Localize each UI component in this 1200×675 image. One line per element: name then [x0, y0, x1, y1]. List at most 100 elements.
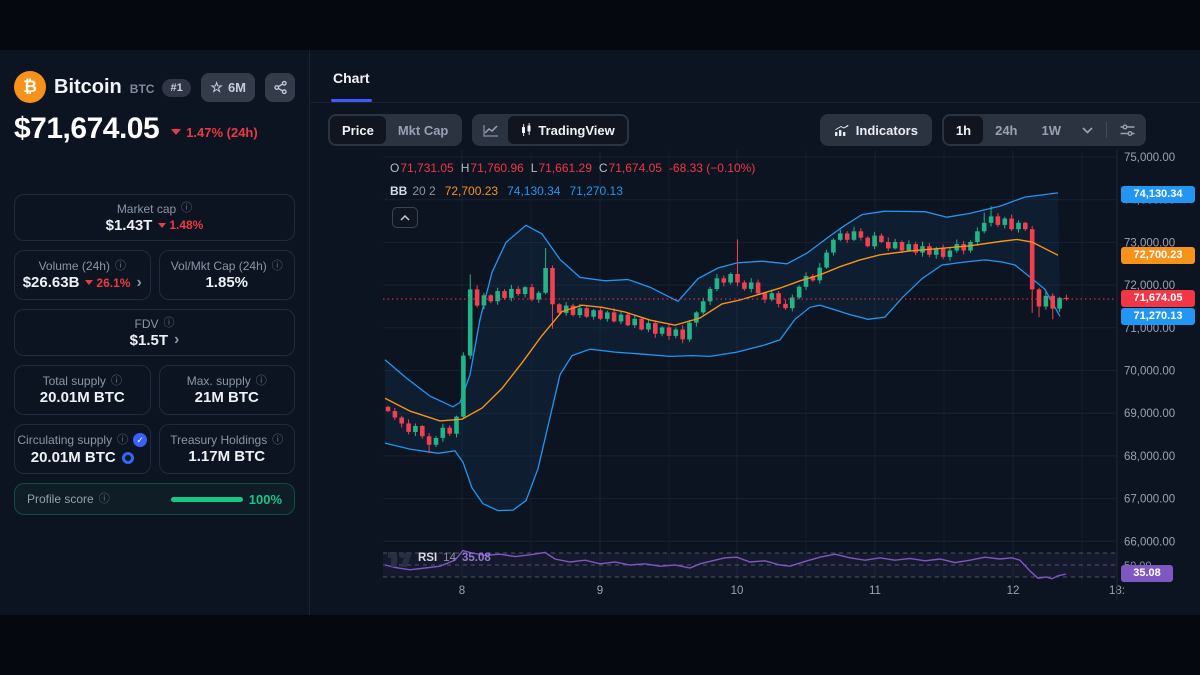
coin-symbol: BTC: [129, 81, 155, 96]
svg-text:73,000.00: 73,000.00: [1124, 237, 1175, 249]
bb-middle-badge: 72,700.23: [1121, 247, 1195, 264]
chevron-right-icon[interactable]: ›: [174, 331, 180, 349]
candlestick-icon: [522, 123, 531, 136]
info-icon[interactable]: ⓘ: [110, 374, 122, 387]
ohlc-legend: O71,731.05 H71,760.96 L71,661.29 C71,674.05…: [390, 161, 756, 175]
treasury-holdings-card: Treasury Holdings ⓘ 1.17M BTC: [158, 424, 295, 474]
fdv-label: FDV: [134, 316, 159, 331]
chevron-down-icon: [1082, 126, 1093, 134]
rsi-band: [383, 553, 1117, 577]
bollinger-legend: BB 20 2 72,700.23 74,130.34 71,270.13: [390, 184, 623, 198]
price-row: $71,674.05 1.47% (24h): [14, 110, 295, 148]
svg-text:12: 12: [1007, 585, 1020, 597]
divider: [1106, 122, 1107, 138]
max-supply-card: Max. supply ⓘ 21M BTC: [158, 365, 295, 415]
info-icon[interactable]: ⓘ: [117, 433, 129, 446]
svg-text:11: 11: [869, 585, 881, 597]
line-chart-toggle[interactable]: [474, 116, 508, 144]
info-icon[interactable]: ⓘ: [272, 433, 284, 446]
bb-lower-badge: 71,270.13: [1121, 308, 1195, 325]
volume-label: Volume (24h): [38, 259, 110, 273]
chart-settings-button[interactable]: [1111, 116, 1144, 144]
timeframe-more-dropdown[interactable]: [1073, 116, 1102, 144]
svg-text:71,000.00: 71,000.00: [1124, 323, 1175, 335]
info-icon[interactable]: ⓘ: [181, 202, 193, 214]
info-icon[interactable]: ⓘ: [114, 259, 126, 272]
rsi-value: 35.08: [461, 552, 491, 565]
main-panel: ₿ Bitcoin BTC #1 ☆ 6M: [0, 50, 1200, 615]
tradingview-watermark-icon: [388, 552, 412, 567]
down-arrow-icon: [171, 129, 182, 135]
watchlist-button[interactable]: ☆ 6M: [201, 72, 255, 102]
tradingview-toggle[interactable]: TradingView: [508, 116, 627, 144]
price-toggle[interactable]: Price: [330, 116, 386, 144]
svg-text:8: 8: [459, 585, 465, 597]
bb-lower-value: 71,270.13: [569, 184, 623, 198]
rsi-line: [384, 549, 1067, 580]
price-chart[interactable]: 75,000.0074,000.0073,000.0072,000.0071,0…: [310, 150, 1200, 600]
share-button[interactable]: [265, 72, 295, 102]
profile-score-card: Profile score ⓘ 100%: [14, 483, 295, 515]
watchlist-count: 6M: [227, 79, 246, 95]
chevron-right-icon[interactable]: ›: [136, 273, 142, 291]
max-supply-value: 21M BTC: [194, 389, 259, 406]
rsi-value-badge: 35.08: [1121, 565, 1173, 582]
collapse-legend-button[interactable]: [392, 207, 418, 228]
total-supply-value: 20.01M BTC: [39, 389, 125, 406]
info-icon[interactable]: ⓘ: [163, 317, 175, 329]
treasury-label: Treasury Holdings: [170, 433, 268, 447]
down-arrow-icon: [85, 280, 94, 285]
profile-score-value: 100%: [248, 491, 282, 507]
treasury-value: 1.17M BTC: [188, 448, 266, 465]
chart-series: [384, 192, 1069, 512]
market-cap-label: Market cap: [116, 201, 177, 216]
tab-bar: Chart: [310, 50, 1200, 103]
sliders-icon: [1120, 124, 1135, 136]
low-value: 71,661.29: [538, 161, 592, 175]
timeframe-selector: 1h 24h 1W: [941, 114, 1146, 146]
total-supply-card: Total supply ⓘ 20.01M BTC: [14, 365, 151, 415]
chevron-up-icon: [400, 214, 410, 221]
bollinger-lower: [384, 259, 1061, 512]
price-mktcap-toggle: Price Mkt Cap: [328, 114, 463, 146]
info-icon[interactable]: ⓘ: [255, 374, 267, 387]
market-cap-card: Market cap ⓘ $1.43T 1.48%: [14, 194, 295, 241]
market-cap-change: 1.48%: [158, 219, 203, 231]
profile-score-bar: [170, 496, 243, 502]
verified-check-icon[interactable]: ✓: [133, 433, 148, 447]
coin-sidebar: ₿ Bitcoin BTC #1 ☆ 6M: [0, 50, 310, 615]
coin-name: Bitcoin: [54, 75, 122, 98]
chart-canvas[interactable]: 75,000.0074,000.0073,000.0072,000.0071,0…: [310, 150, 1200, 600]
last-price-badge: 71,674.05: [1121, 290, 1195, 307]
profile-score-label: Profile score: [27, 492, 94, 506]
vol-mktcap-card: Vol/Mkt Cap (24h) ⓘ 1.85%: [158, 250, 295, 300]
bb-middle-value: 72,700.23: [444, 184, 499, 198]
svg-text:72,000.00: 72,000.00: [1124, 280, 1175, 292]
share-icon: [273, 80, 287, 94]
chart-panel: Chart Price Mkt Cap TradingView: [310, 50, 1200, 615]
svg-text:10: 10: [731, 585, 744, 597]
svg-text:66,000.00: 66,000.00: [1124, 536, 1175, 548]
info-icon[interactable]: ⓘ: [271, 259, 283, 272]
volume-change: 26.1%: [85, 277, 130, 289]
bollinger-upper: [384, 192, 1059, 408]
volume-value: $26.63B: [22, 274, 80, 291]
svg-text:70,000.00: 70,000.00: [1124, 366, 1175, 378]
svg-text:9: 9: [597, 585, 603, 597]
timeframe-1w[interactable]: 1W: [1041, 122, 1062, 138]
timeframe-1h[interactable]: 1h: [943, 116, 984, 144]
fdv-card: FDV ⓘ $1.5T ›: [14, 309, 295, 356]
indicators-button[interactable]: Indicators: [819, 114, 932, 146]
bollinger-fill: [385, 192, 1060, 511]
open-value: 71,731.05: [400, 161, 454, 175]
timeframe-24h[interactable]: 24h: [995, 122, 1018, 138]
svg-text:69,000.00: 69,000.00: [1124, 408, 1175, 420]
coin-rank-badge: #1: [162, 78, 191, 97]
info-icon[interactable]: ⓘ: [98, 492, 110, 505]
svg-text:68,000.00: 68,000.00: [1124, 451, 1175, 463]
mktcap-toggle[interactable]: Mkt Cap: [397, 122, 449, 138]
circulating-supply-value: 20.01M BTC: [30, 449, 116, 466]
max-supply-label: Max. supply: [186, 374, 251, 388]
tab-chart[interactable]: Chart: [331, 70, 372, 102]
indicators-icon: [834, 124, 849, 136]
